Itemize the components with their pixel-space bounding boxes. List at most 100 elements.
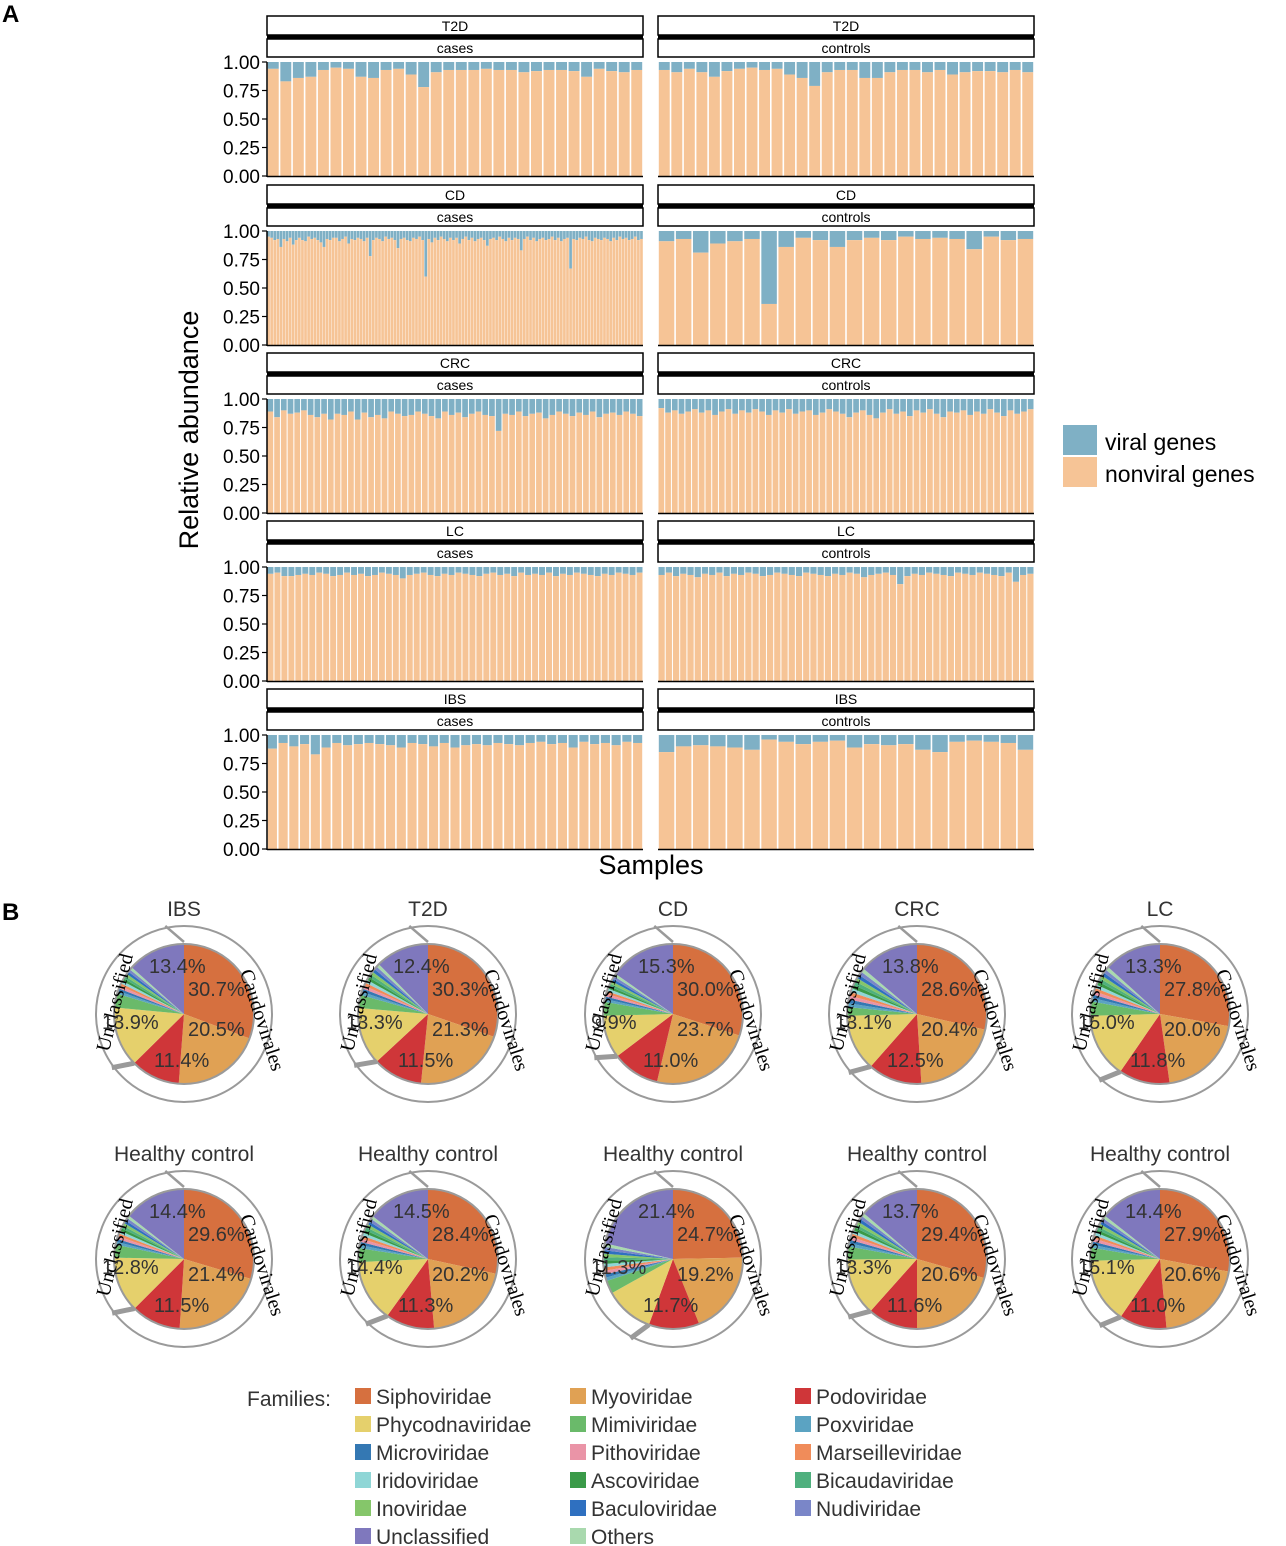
bar-viral	[622, 735, 632, 742]
bar-nonviral	[450, 747, 460, 849]
bar-nonviral	[525, 574, 532, 681]
legend-label-myoviridae: Myoviridae	[591, 1386, 693, 1409]
bar-viral	[381, 231, 384, 242]
strip-group	[657, 207, 1035, 227]
slice-phycodnaviridae	[1090, 1259, 1160, 1317]
bar-nonviral	[772, 410, 779, 513]
bar-nonviral	[550, 236, 554, 345]
bar-viral	[523, 231, 526, 239]
bar-viral	[738, 567, 745, 575]
bar-viral	[313, 231, 317, 238]
slice-minor-family	[361, 1235, 428, 1259]
bar-viral	[430, 62, 442, 73]
bar-nonviral	[344, 572, 351, 681]
bar-viral	[470, 231, 474, 238]
slice-siphoviridae	[673, 944, 743, 1036]
bar-nonviral	[552, 576, 559, 681]
bar-nonviral	[859, 410, 866, 513]
bar-nonviral	[1009, 69, 1021, 176]
bar-nonviral	[932, 752, 948, 849]
bar-nonviral	[824, 576, 832, 681]
legend-label-podoviridae: Podoviridae	[816, 1386, 927, 1409]
bar-nonviral	[618, 72, 630, 176]
bar-viral	[940, 399, 947, 418]
bar-nonviral	[922, 72, 933, 176]
bar-nonviral	[799, 411, 806, 513]
strip-group-label: cases	[437, 209, 474, 225]
bar-viral	[603, 231, 606, 238]
bar-viral	[665, 567, 672, 573]
strip-divider	[658, 204, 1034, 208]
slice-minor-family	[118, 1230, 184, 1259]
bar-nonviral	[489, 416, 495, 513]
bar-nonviral	[723, 576, 730, 681]
bar-nonviral	[381, 241, 384, 345]
bar-nonviral	[569, 416, 576, 513]
slice-minor-family	[122, 978, 184, 1014]
bar-nonviral	[974, 411, 980, 513]
bar-nonviral	[322, 246, 326, 345]
bar-viral	[274, 399, 280, 418]
bar-nonviral	[900, 411, 906, 513]
bar-viral	[949, 231, 965, 239]
bar-viral	[601, 567, 608, 574]
bar-nonviral	[359, 238, 363, 345]
bar-viral	[535, 231, 539, 242]
bar-nonviral	[983, 573, 991, 681]
bar-viral	[341, 231, 344, 239]
bar-viral	[469, 567, 476, 575]
slice-minor-family	[856, 974, 917, 1014]
bar-nonviral	[405, 240, 409, 345]
bar-viral	[489, 399, 495, 417]
bar-viral	[280, 62, 292, 82]
slice-minor-family	[127, 1215, 184, 1259]
bar-nonviral	[918, 574, 926, 681]
bar-nonviral	[513, 237, 517, 345]
bar-viral	[833, 399, 839, 412]
bar-nonviral	[967, 414, 974, 513]
bar-viral	[618, 231, 622, 237]
pct-label-siphoviridae: 29.4%	[921, 1224, 978, 1246]
pct-label-unclassified: 14.4%	[1125, 1201, 1182, 1223]
bar-nonviral	[278, 742, 288, 849]
bar-viral	[282, 231, 286, 239]
bar-viral	[550, 231, 554, 237]
bar-nonviral	[418, 87, 430, 176]
bar-viral	[1027, 567, 1034, 574]
bar-nonviral	[468, 69, 480, 176]
bar-nonviral	[826, 409, 833, 513]
bar-nonviral	[636, 416, 643, 513]
strip-group-label: cases	[437, 545, 474, 561]
bar-viral	[778, 735, 794, 742]
bar-nonviral	[298, 237, 301, 345]
bar-nonviral	[819, 412, 826, 513]
bar-nonviral	[624, 237, 628, 345]
bar-nonviral	[518, 72, 530, 176]
pct-label-unclassified: 14.5%	[393, 1201, 450, 1223]
bar-nonviral	[631, 69, 643, 176]
bar-viral	[812, 735, 829, 742]
bar-nonviral	[378, 238, 381, 345]
bar-viral	[464, 231, 468, 237]
bar-viral	[727, 231, 743, 242]
bar-viral	[683, 62, 695, 69]
bar-viral	[525, 735, 535, 743]
bar-nonviral	[576, 412, 583, 513]
bar-nonviral	[405, 74, 417, 176]
bar-nonviral	[882, 572, 889, 681]
pct-label-siphoviridae: 28.4%	[432, 1224, 489, 1246]
panel-label-b: B	[2, 899, 19, 926]
bar-nonviral	[338, 241, 341, 345]
bar-viral	[817, 567, 824, 575]
bar-nonviral	[421, 413, 428, 513]
pct-label-phycodnaviridae: 12.8%	[102, 1257, 159, 1279]
bar-nonviral	[863, 237, 880, 345]
pct-label-podoviridae: 11.8%	[1130, 1050, 1185, 1072]
slice-minor-family	[1099, 975, 1160, 1014]
bar-nonviral	[535, 241, 539, 345]
bar-viral	[509, 399, 515, 415]
pie-border	[113, 1188, 255, 1330]
bar-nonviral	[288, 576, 295, 681]
